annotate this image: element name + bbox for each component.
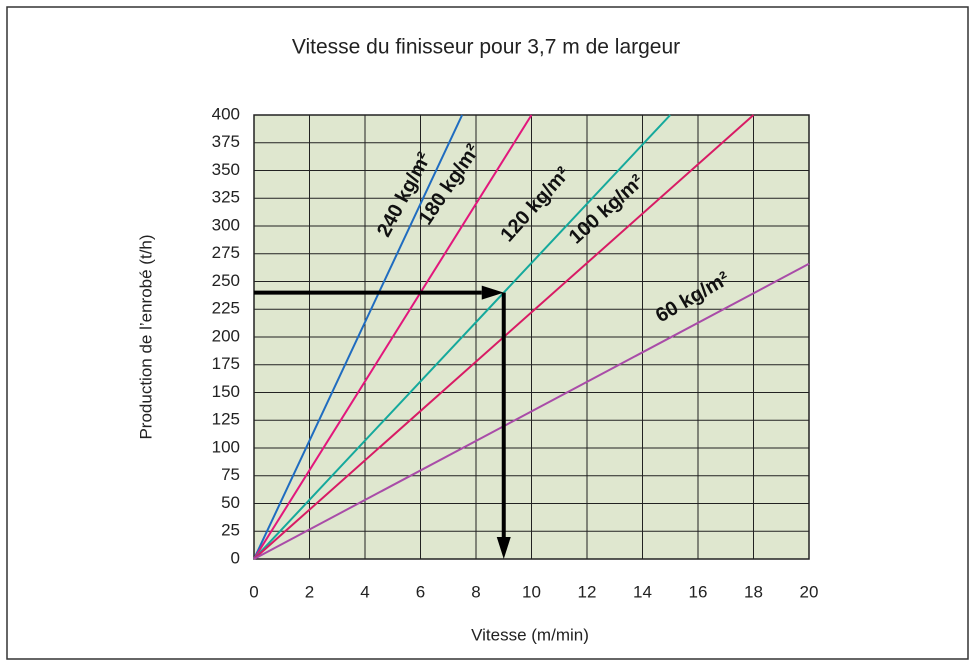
x-tick-label: 10: [522, 582, 541, 601]
x-tick-label: 2: [305, 582, 314, 601]
y-tick-label: 350: [212, 160, 240, 179]
series-line: [253, 114, 533, 560]
series-line: [253, 262, 810, 560]
y-tick-label: 300: [212, 215, 240, 234]
y-tick-label: 75: [221, 465, 240, 484]
y-tick-label: 0: [231, 548, 240, 567]
y-axis-label: Production de l’enrobé (t/h): [136, 234, 155, 439]
x-tick-label: 12: [578, 582, 597, 601]
y-tick-label: 125: [212, 410, 240, 429]
y-tick-label: 150: [212, 382, 240, 401]
y-tick-label: 275: [212, 243, 240, 262]
series-line: [253, 114, 671, 560]
x-tick-label: 14: [633, 582, 652, 601]
y-tick-label: 250: [212, 271, 240, 290]
x-tick-label: 6: [416, 582, 425, 601]
x-tick-label: 16: [689, 582, 708, 601]
y-tick-label: 100: [212, 437, 240, 456]
y-tick-label: 375: [212, 132, 240, 151]
x-axis-label: Vitesse (m/min): [471, 625, 589, 644]
arrow-head: [481, 285, 504, 300]
x-tick-label: 18: [744, 582, 763, 601]
chart-title: Vitesse du finisseur pour 3,7 m de large…: [292, 36, 680, 59]
y-tick-label: 325: [212, 188, 240, 207]
x-tick-label: 0: [249, 582, 258, 601]
arrow-head: [496, 537, 511, 559]
y-tick-label: 175: [212, 354, 240, 373]
y-tick-label: 50: [221, 493, 240, 512]
series-line: [253, 114, 464, 560]
y-tick-label: 400: [212, 104, 240, 123]
y-tick-label: 25: [221, 521, 240, 540]
x-tick-label: 4: [360, 582, 369, 601]
y-tick-label: 200: [212, 326, 240, 345]
x-tick-label: 20: [800, 582, 819, 601]
y-tick-label: 225: [212, 299, 240, 318]
x-tick-label: 8: [471, 582, 480, 601]
frame: [6, 6, 969, 660]
